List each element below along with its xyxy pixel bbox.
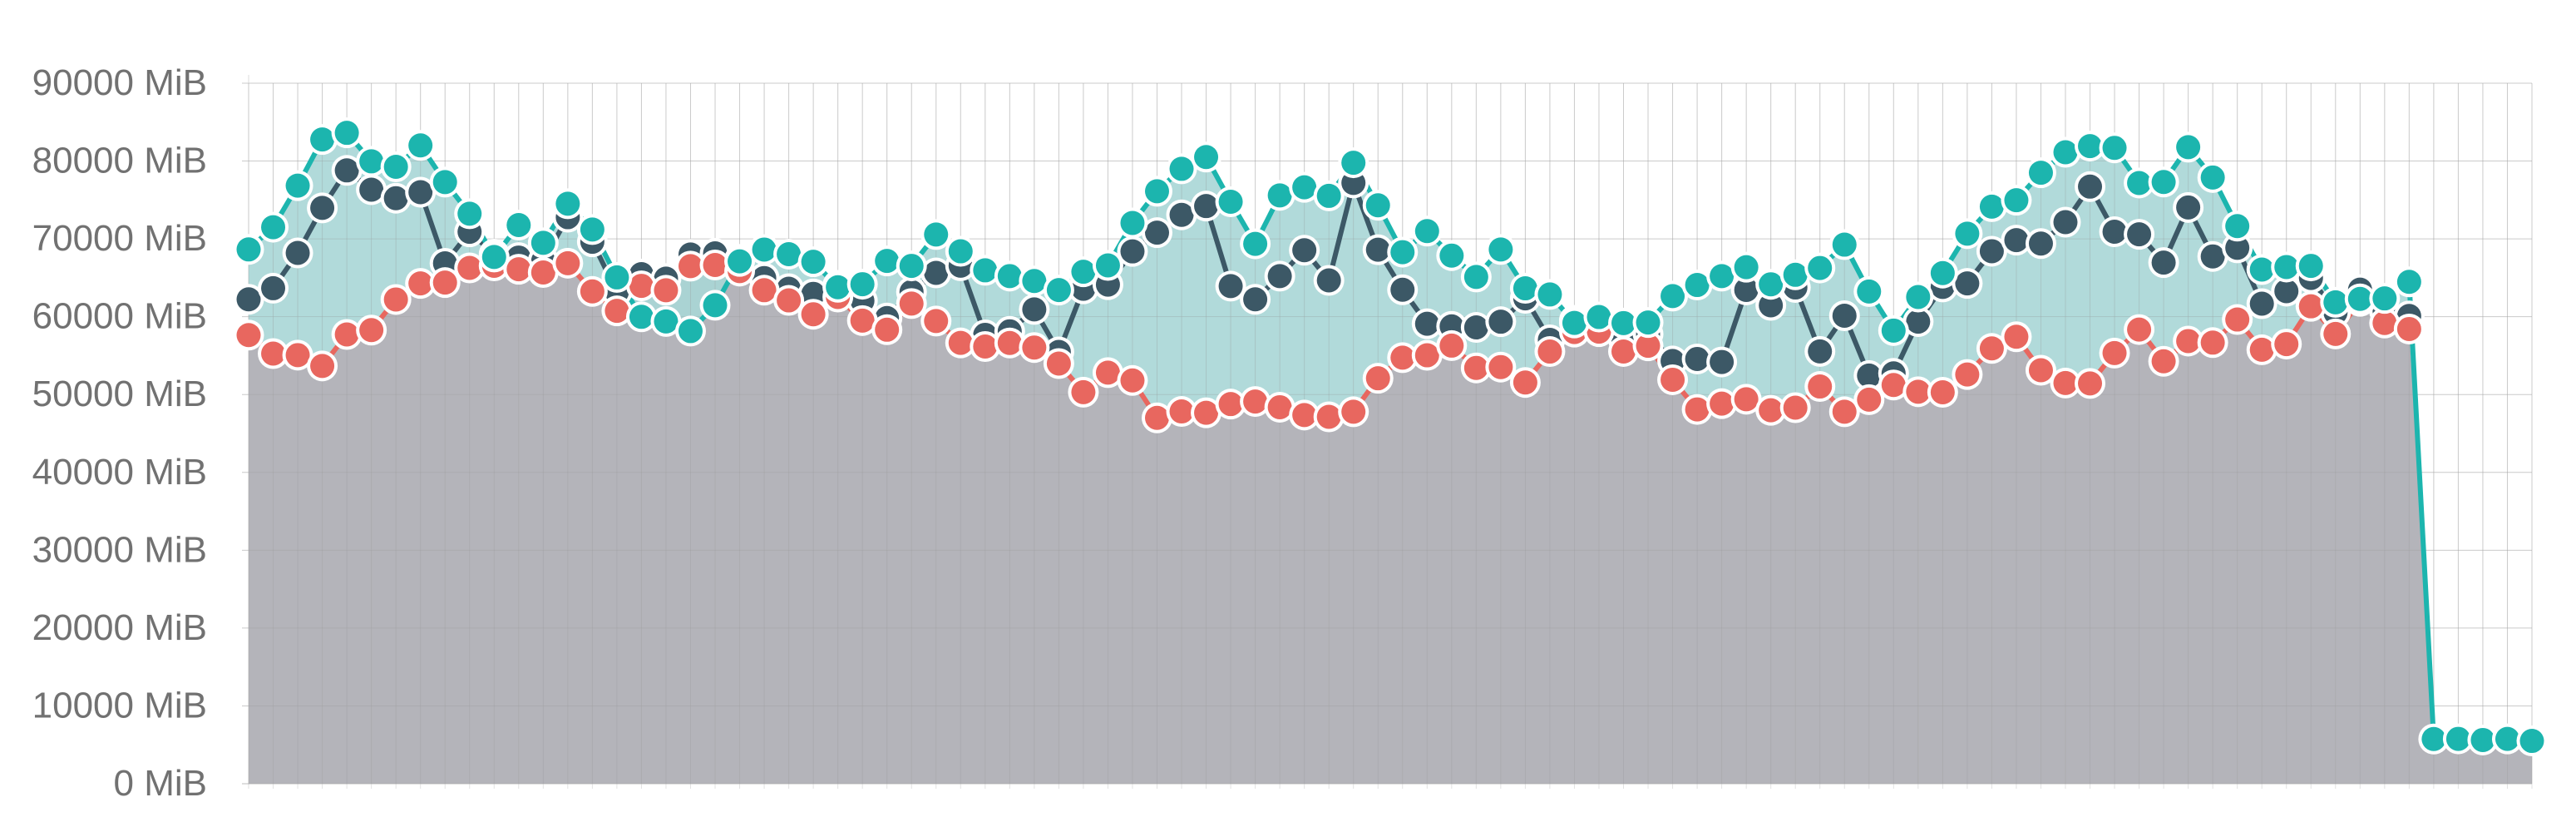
svg-text:70000 MiB: 70000 MiB (32, 218, 207, 259)
svg-text:40000 MiB: 40000 MiB (32, 452, 207, 493)
svg-text:10000 MiB: 10000 MiB (32, 685, 207, 725)
svg-text:90000 MiB: 90000 MiB (32, 62, 207, 103)
svg-text:30000 MiB: 30000 MiB (32, 529, 207, 570)
svg-text:0 MiB: 0 MiB (114, 763, 207, 804)
svg-text:80000 MiB: 80000 MiB (32, 141, 207, 181)
svg-text:20000 MiB: 20000 MiB (32, 607, 207, 648)
svg-text:50000 MiB: 50000 MiB (32, 374, 207, 414)
svg-text:60000 MiB: 60000 MiB (32, 296, 207, 337)
